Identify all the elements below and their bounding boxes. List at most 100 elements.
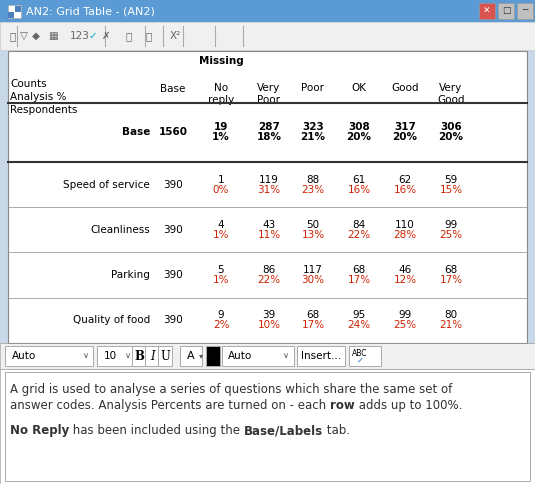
Text: Very
Good: Very Good	[437, 83, 465, 106]
Text: 287: 287	[258, 122, 280, 133]
Text: 4: 4	[218, 220, 224, 230]
Bar	[479, 3, 495, 19]
Text: 20%: 20%	[393, 133, 417, 142]
Bar	[15, 6, 21, 12]
Text: 31%: 31%	[257, 184, 280, 195]
Text: 21%: 21%	[439, 320, 463, 331]
Text: 1: 1	[218, 175, 224, 184]
Text: 24%: 24%	[347, 320, 371, 331]
Text: ✓: ✓	[356, 356, 363, 364]
Text: 117: 117	[303, 265, 323, 275]
Bar	[0, 22, 535, 50]
Text: 16%: 16%	[347, 184, 371, 195]
Text: 25%: 25%	[439, 230, 463, 240]
Text: 46: 46	[399, 265, 411, 275]
Text: 43: 43	[262, 220, 276, 230]
Text: adds up to 100%.: adds up to 100%.	[355, 399, 462, 412]
Text: 95: 95	[353, 310, 365, 320]
Text: 99: 99	[445, 220, 457, 230]
Bar	[132, 346, 146, 366]
Text: 22%: 22%	[257, 275, 280, 285]
Text: tab.: tab.	[323, 424, 350, 437]
Text: Parking: Parking	[111, 270, 150, 280]
Text: Poor: Poor	[302, 83, 325, 93]
Text: Very
Poor: Very Poor	[257, 83, 281, 106]
Text: 21%: 21%	[301, 133, 325, 142]
Text: has been included using the: has been included using the	[69, 424, 244, 437]
Text: A: A	[187, 351, 195, 361]
Text: ABC: ABC	[352, 348, 368, 358]
Text: Cleanliness: Cleanliness	[90, 225, 150, 235]
Text: 86: 86	[262, 265, 276, 275]
Text: ∨: ∨	[125, 351, 131, 361]
Text: 306: 306	[440, 122, 462, 133]
Text: Auto: Auto	[228, 351, 252, 361]
Text: ◆: ◆	[32, 31, 40, 41]
Text: 390: 390	[163, 270, 183, 280]
Text: ─: ─	[522, 6, 528, 15]
Bar	[0, 343, 535, 369]
Text: X²: X²	[170, 31, 181, 41]
Text: 16%: 16%	[393, 184, 417, 195]
Text: 68: 68	[353, 265, 365, 275]
Text: 323: 323	[302, 122, 324, 133]
Text: I: I	[150, 349, 154, 363]
Text: 308: 308	[348, 122, 370, 133]
Text: Speed of service: Speed of service	[63, 180, 150, 190]
Text: Missing: Missing	[198, 56, 243, 66]
Bar	[0, 0, 535, 22]
Text: ▽: ▽	[20, 31, 28, 41]
Text: Auto: Auto	[12, 351, 36, 361]
Bar	[349, 346, 381, 366]
Text: A grid is used to analyse a series of questions which share the same set of: A grid is used to analyse a series of qu…	[10, 383, 452, 396]
Text: 390: 390	[163, 180, 183, 190]
Bar	[206, 346, 220, 366]
Text: ⧉: ⧉	[125, 31, 131, 41]
Text: 🖨: 🖨	[145, 31, 151, 41]
Text: 0%: 0%	[213, 184, 229, 195]
Text: No
reply: No reply	[208, 83, 234, 106]
Text: 1%: 1%	[213, 275, 230, 285]
Text: 59: 59	[445, 175, 457, 184]
Bar	[8, 12, 14, 18]
Text: No Reply: No Reply	[10, 424, 69, 437]
Text: 390: 390	[163, 316, 183, 325]
Bar	[5, 372, 530, 481]
Text: ✗: ✗	[102, 31, 111, 41]
Text: 110: 110	[395, 220, 415, 230]
Text: 10: 10	[104, 351, 117, 361]
Text: Good: Good	[391, 83, 419, 93]
Text: 39: 39	[262, 310, 276, 320]
Text: Insert...: Insert...	[301, 351, 341, 361]
Text: 15%: 15%	[439, 184, 463, 195]
Text: B: B	[134, 349, 144, 363]
Bar	[158, 346, 172, 366]
Text: 17%: 17%	[439, 275, 463, 285]
Text: row: row	[330, 399, 355, 412]
Bar	[180, 346, 202, 366]
Bar	[145, 346, 159, 366]
Text: Base: Base	[121, 127, 150, 137]
Text: 🖊: 🖊	[9, 31, 16, 41]
Text: 84: 84	[353, 220, 365, 230]
Text: AN2: Grid Table - (AN2): AN2: Grid Table - (AN2)	[26, 6, 155, 16]
Bar	[5, 346, 93, 366]
Text: 5: 5	[218, 265, 224, 275]
Text: 23%: 23%	[301, 184, 325, 195]
Text: 17%: 17%	[301, 320, 325, 331]
Text: 2%: 2%	[213, 320, 230, 331]
Text: ✓: ✓	[88, 31, 97, 41]
Text: 390: 390	[163, 225, 183, 235]
Text: 10%: 10%	[257, 320, 280, 331]
Text: 20%: 20%	[439, 133, 463, 142]
Bar	[297, 346, 345, 366]
Text: 22%: 22%	[347, 230, 371, 240]
Text: 18%: 18%	[256, 133, 281, 142]
Text: 68: 68	[445, 265, 457, 275]
Text: 119: 119	[259, 175, 279, 184]
Text: 12%: 12%	[393, 275, 417, 285]
Text: 68: 68	[307, 310, 319, 320]
Text: 11%: 11%	[257, 230, 280, 240]
Text: 13%: 13%	[301, 230, 325, 240]
Bar	[8, 5, 21, 18]
